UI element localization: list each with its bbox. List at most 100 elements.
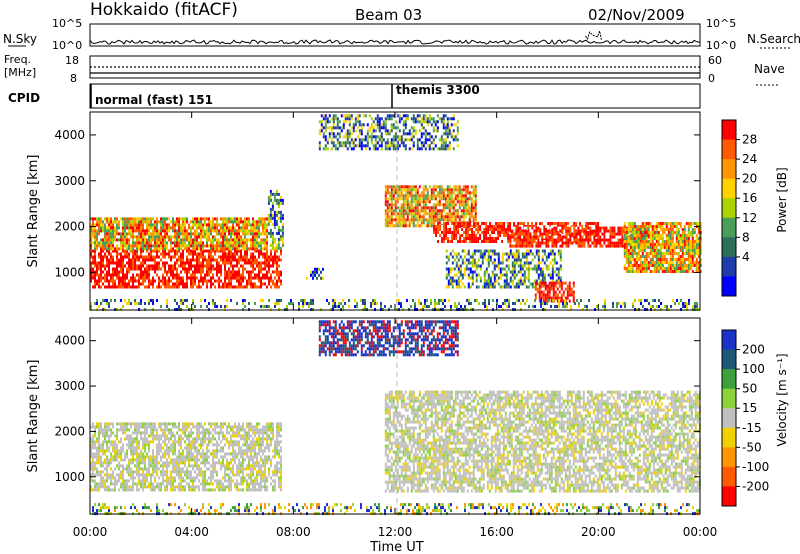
- power-cell: [452, 215, 455, 219]
- power-cell: [581, 238, 584, 242]
- power-cell: [170, 226, 172, 230]
- power-cell: [665, 225, 668, 228]
- power-cell: [218, 255, 220, 259]
- power-cell: [228, 249, 230, 253]
- power-cell: [110, 264, 112, 268]
- power-cell: [537, 249, 540, 253]
- power-cell: [324, 147, 327, 151]
- power-cell: [220, 232, 222, 236]
- power-cell: [376, 123, 379, 127]
- power-cell: [456, 144, 459, 148]
- power-cell: [266, 276, 268, 280]
- power-cell: [470, 224, 473, 228]
- power-cell: [266, 255, 268, 259]
- power-cell: [252, 247, 254, 251]
- power-cell: [90, 223, 92, 227]
- power-cell: [256, 220, 258, 224]
- power-cell: [461, 261, 464, 265]
- power-cell: [194, 217, 196, 221]
- power-cell: [635, 228, 638, 231]
- power-cell: [465, 231, 468, 234]
- power-cell: [124, 267, 126, 271]
- power-cell: [98, 244, 100, 248]
- power-cell: [162, 282, 164, 286]
- power-cell: [234, 244, 236, 248]
- power-cell: [232, 229, 234, 233]
- power-cell: [468, 191, 471, 195]
- power-cell: [509, 234, 512, 237]
- power-cell: [273, 225, 276, 229]
- power-cell: [138, 217, 140, 221]
- station-title: Hokkaido (fitACF): [90, 0, 238, 20]
- power-cell: [523, 235, 526, 239]
- power-cell: [543, 261, 546, 265]
- power-cell: [416, 191, 419, 195]
- power-cell: [254, 255, 256, 259]
- power-cell: [216, 247, 218, 251]
- power-cell: [252, 255, 254, 259]
- power-cell: [116, 270, 118, 274]
- power-cell: [208, 238, 210, 242]
- power-cell: [442, 117, 445, 121]
- power-cell: [230, 261, 232, 265]
- power-cell: [106, 235, 108, 239]
- power-cell: [493, 282, 496, 286]
- power-cell: [493, 276, 496, 280]
- power-cell: [222, 217, 224, 221]
- power-cell: [188, 247, 190, 251]
- power-cell: [428, 206, 431, 210]
- power-cell: [547, 235, 550, 239]
- power-cell: [224, 261, 226, 265]
- power-cell: [619, 226, 622, 230]
- power-cell: [639, 232, 642, 236]
- power-cell: [138, 220, 140, 224]
- power-cell: [569, 229, 572, 233]
- power-cell: [262, 264, 264, 268]
- power-cell: [142, 270, 144, 274]
- power-cell: [681, 264, 684, 267]
- power-cell: [242, 244, 244, 248]
- power-cell: [400, 224, 403, 228]
- power-cell: [156, 238, 158, 242]
- power-cell: [525, 285, 528, 289]
- power-cell: [416, 144, 419, 148]
- power-cell: [495, 252, 498, 256]
- power-cell: [436, 212, 439, 216]
- power-cell: [264, 223, 266, 227]
- power-cell: [190, 220, 192, 224]
- power-cell: [398, 114, 401, 118]
- power-cell: [230, 220, 232, 224]
- power-cell: [132, 241, 134, 245]
- power-cell: [625, 246, 628, 249]
- power-cell: [252, 238, 254, 242]
- power-cell: [240, 285, 242, 289]
- power-cell: [553, 270, 556, 274]
- power-cell: [168, 238, 170, 242]
- power-cell: [232, 273, 234, 277]
- power-cell: [653, 225, 656, 228]
- power-cell: [533, 226, 536, 230]
- power-cell: [180, 244, 182, 248]
- power-cell: [418, 194, 421, 198]
- power-cell: [202, 232, 204, 236]
- power-cell: [661, 270, 664, 273]
- power-cell: [433, 240, 436, 243]
- power-cell: [170, 285, 172, 289]
- power-cell: [669, 255, 672, 258]
- power-cell: [128, 261, 130, 265]
- power-cell: [212, 244, 214, 248]
- power-cell: [192, 232, 194, 236]
- power-cell: [459, 231, 462, 234]
- power-cell: [90, 226, 92, 230]
- power-cell: [318, 129, 321, 133]
- power-cell: [603, 238, 606, 242]
- power-cell: [669, 252, 672, 255]
- power-cell: [561, 234, 564, 237]
- power-cell: [262, 282, 264, 286]
- power-cell: [146, 223, 148, 227]
- power-cell: [446, 132, 449, 136]
- power-cell: [671, 243, 674, 246]
- power-cell: [264, 247, 266, 251]
- power-cell: [138, 229, 140, 233]
- power-cell: [178, 282, 180, 286]
